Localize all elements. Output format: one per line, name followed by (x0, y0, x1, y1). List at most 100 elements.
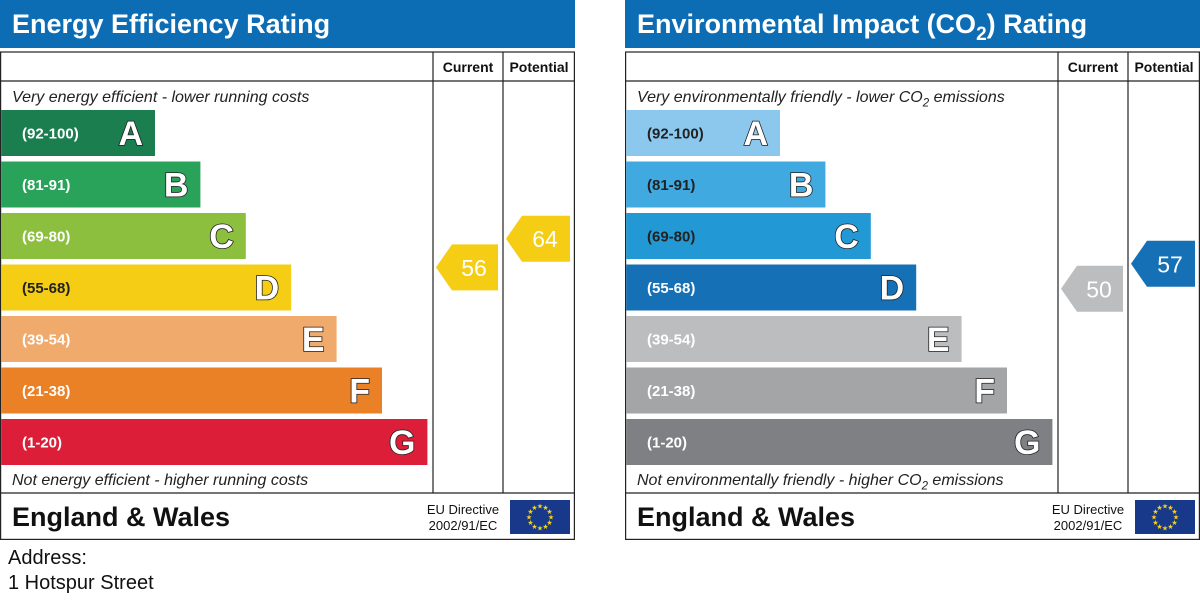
band-range-e: (39-54) (22, 332, 70, 349)
column-potential-label: Potential (1134, 59, 1193, 75)
eu-flag-field (510, 500, 570, 534)
band-bar-b (626, 161, 826, 208)
band-letter-f: F (974, 373, 995, 411)
band-range-e: (39-54) (647, 332, 695, 349)
chart-header (0, 0, 575, 48)
band-bar-a (626, 110, 780, 156)
band-range-b: (81-91) (647, 177, 695, 194)
eu-flag-star: ★ (542, 504, 548, 512)
band-c: (69-80) C (1, 213, 246, 259)
eu-flag-star: ★ (1162, 502, 1168, 510)
potential-rating-shape (1131, 240, 1195, 287)
eu-flag-icon: ★★★★★★★★★ ★ ★★ (1135, 500, 1195, 534)
band-letter-a: A (118, 115, 143, 153)
band-letter-c: C (209, 218, 234, 256)
potential-rating: 57 (1131, 240, 1195, 287)
band-g: (1-20) G (626, 419, 1053, 465)
band-g: (1-20) G (1, 419, 428, 465)
band-letter-e: E (927, 321, 950, 359)
band-d: (55-68) D (626, 264, 917, 311)
band-bar-a (1, 110, 156, 156)
eu-flag-star: ★ (546, 519, 552, 527)
band-bar-f (1, 367, 382, 414)
band-letter-b: B (164, 167, 189, 205)
potential-rating-value: 64 (532, 226, 558, 252)
band-letter-d: D (880, 270, 905, 308)
directive-line1: EU Directive (427, 502, 499, 517)
band-letter-g: G (389, 424, 415, 462)
band-bar-g (1, 419, 428, 465)
environmental-impact-svg: Environmental Impact (CO2) RatingCurrent… (625, 0, 1200, 540)
band-range-g: (1-20) (647, 435, 687, 452)
band-bar-b (1, 161, 201, 208)
potential-rating-value: 57 (1157, 251, 1183, 277)
band-bar-d (1, 264, 292, 311)
potential-rating-shape (506, 215, 570, 262)
band-bar-e (626, 316, 962, 362)
eu-flag-star: ★ (531, 504, 537, 512)
eu-flag-star: ★ (1152, 508, 1158, 516)
band-range-c: (69-80) (647, 229, 695, 246)
eu-flag-star: ★ (527, 508, 533, 516)
band-range-d: (55-68) (22, 280, 70, 297)
directive-line2: 2002/91/EC (1054, 518, 1123, 533)
eu-flag-icon: ★★★★★★★★★ ★ ★★ (510, 500, 570, 534)
band-bar-d (626, 264, 917, 311)
eu-flag-star: ★ (1162, 524, 1168, 532)
energy-efficiency-chart: Energy Efficiency Rating Current Potential… (0, 0, 575, 540)
chart-title-main: Environmental Impact (CO (637, 9, 976, 39)
band-range-d: (55-68) (647, 280, 695, 297)
band-e: (39-54) E (626, 316, 962, 362)
band-range-f: (21-38) (647, 383, 695, 400)
eu-flag-star: ★ (546, 508, 552, 516)
eu-flag-star: ★ (526, 513, 532, 521)
band-letter-a: A (743, 115, 768, 153)
bottom-caption: Not environmentally friendly - higher CO… (637, 472, 1004, 493)
directive-line2: 2002/91/EC (429, 518, 498, 533)
potential-rating: 64 (506, 215, 570, 262)
address-block: Address: 1 Hotspur Street (8, 546, 154, 596)
band-bar-c (1, 213, 246, 259)
bottom-caption-main: Not energy efficient - higher running co… (12, 472, 308, 489)
band-letter-g: G (1014, 424, 1040, 462)
top-caption-main: Very energy efficient - lower running co… (12, 89, 309, 106)
band-letter-c: C (834, 218, 859, 256)
band-letter-d: D (255, 270, 280, 308)
band-f: (21-38) F (1, 367, 382, 414)
chart-frame (625, 51, 1200, 540)
column-potential-label: Potential (509, 59, 568, 75)
band-bar-f (626, 367, 1007, 414)
current-rating-shape (1061, 265, 1123, 312)
band-b: (81-91) B (626, 161, 826, 208)
eu-flag-star: ★ (1173, 513, 1179, 521)
band-a: (92-100) A (1, 110, 156, 156)
chart-title-tail: ) Rating (987, 9, 1088, 39)
top-caption-tail: emissions (929, 89, 1005, 106)
band-a: (92-100) A (626, 110, 780, 156)
band-letter-e: E (302, 321, 325, 359)
band-f: (21-38) F (626, 367, 1007, 414)
region-label: England & Wales (12, 502, 230, 532)
band-b: (81-91) B (1, 161, 201, 208)
eu-flag-field (1135, 500, 1195, 534)
band-d: (55-68) D (1, 264, 292, 311)
chart-title-sub: 2 (976, 24, 987, 45)
column-current-label: Current (1068, 59, 1119, 75)
current-rating: 50 (1061, 265, 1123, 312)
column-current-label: Current (443, 59, 494, 75)
band-range-a: (92-100) (22, 126, 79, 143)
eu-flag-star: ★ (548, 513, 554, 521)
eu-flag-star: ★ (1171, 508, 1177, 516)
bottom-caption: Not energy efficient - higher running co… (12, 472, 308, 489)
top-caption: Very environmentally friendly - lower CO… (637, 89, 1005, 110)
current-rating: 56 (436, 244, 498, 291)
current-rating-shape (436, 244, 498, 291)
band-range-a: (92-100) (647, 126, 704, 143)
eu-flag-star: ★ (537, 524, 543, 532)
band-range-c: (69-80) (22, 229, 70, 246)
top-caption-sub: 2 (922, 98, 930, 110)
energy-efficiency-svg: Energy Efficiency Rating Current Potential… (0, 0, 575, 540)
current-rating-value: 50 (1086, 276, 1112, 302)
top-caption: Very energy efficient - lower running co… (12, 89, 309, 106)
eu-flag-star: ★ (1167, 523, 1173, 531)
